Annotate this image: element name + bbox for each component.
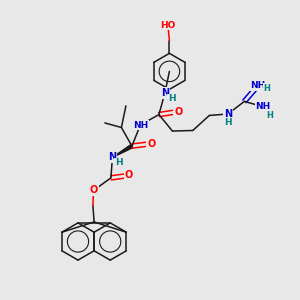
Text: H: H: [115, 158, 123, 167]
Polygon shape: [112, 145, 133, 158]
Text: NH: NH: [133, 121, 148, 130]
Text: H: H: [224, 118, 232, 127]
Text: O: O: [89, 185, 98, 196]
Text: O: O: [147, 139, 155, 149]
Text: N: N: [224, 109, 232, 119]
Text: HO: HO: [160, 21, 176, 30]
Text: N: N: [161, 88, 169, 98]
Text: H: H: [266, 111, 273, 120]
Text: H: H: [168, 94, 176, 103]
Text: O: O: [125, 170, 133, 181]
Text: NH: NH: [255, 102, 271, 111]
Text: N: N: [108, 152, 116, 163]
Text: H: H: [263, 84, 270, 93]
Text: NH: NH: [250, 81, 266, 90]
Text: O: O: [174, 106, 182, 117]
